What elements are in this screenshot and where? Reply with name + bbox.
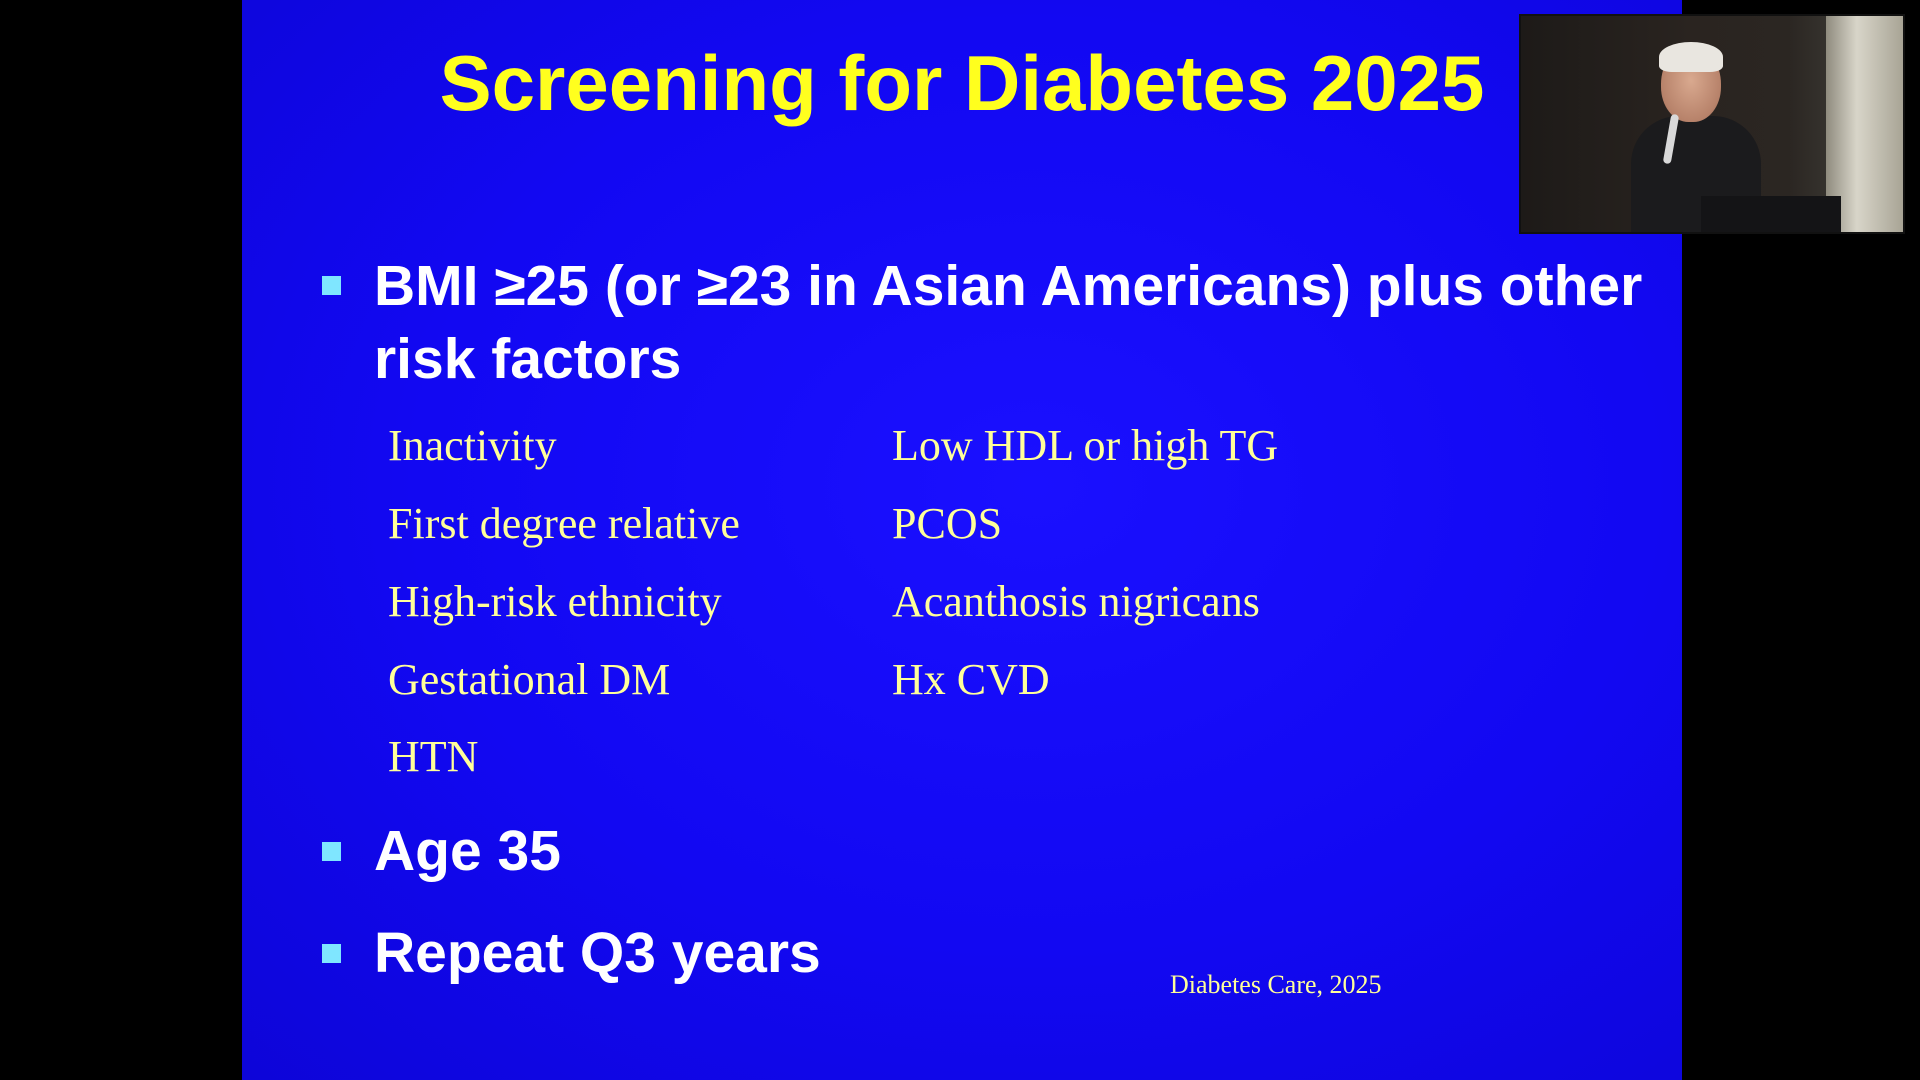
- risk-factor-hx-cvd: Hx CVD: [892, 655, 1050, 704]
- podium: [1701, 196, 1841, 232]
- bullet-square-icon: [322, 276, 341, 295]
- risk-factor-htn: HTN: [388, 732, 479, 781]
- bullet-square-icon: [322, 944, 341, 963]
- risk-factor-pcos: PCOS: [892, 499, 1003, 548]
- presenter-video-feed: [1519, 14, 1905, 234]
- slide-title: Screening for Diabetes 2025: [439, 39, 1485, 127]
- risk-factor-acanthosis: Acanthosis nigricans: [892, 577, 1260, 626]
- bullet-square-icon: [322, 842, 341, 861]
- presentation-slide: Screening for Diabetes 2025 BMI ≥25 (or …: [242, 0, 1682, 1080]
- presenter-hair: [1659, 42, 1723, 72]
- risk-factor-first-degree-relative: First degree relative: [388, 499, 740, 548]
- risk-factor-gestational-dm: Gestational DM: [388, 655, 671, 704]
- risk-factor-low-hdl: Low HDL or high TG: [892, 421, 1279, 470]
- bullet-text: Age 35: [374, 819, 561, 883]
- citation: Diabetes Care, 2025: [1170, 970, 1382, 999]
- risk-factor-high-risk-ethnicity: High-risk ethnicity: [388, 577, 722, 626]
- risk-factor-inactivity: Inactivity: [388, 421, 557, 470]
- bullet-text: BMI ≥25 (or ≥23 in Asian Americans) plus…: [374, 254, 1643, 391]
- bullet-text: Repeat Q3 years: [374, 921, 821, 985]
